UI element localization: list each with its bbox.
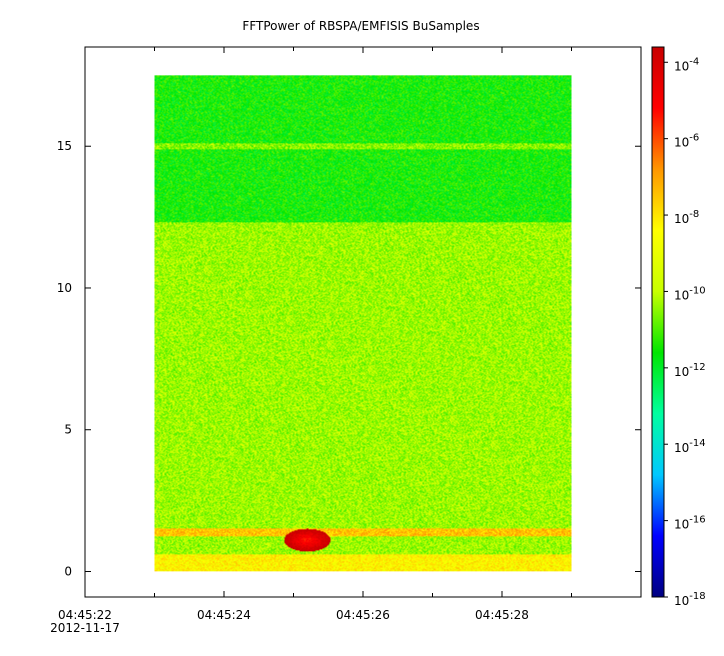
colorbar-tick-label: 10-16 (674, 515, 706, 532)
heatmap-raster (154, 75, 572, 572)
x-tick-label: 04:45:28 (475, 608, 529, 622)
colorbar-tick-label: 10-18 (674, 591, 706, 608)
x-tick-label: 04:45:26 (336, 608, 390, 622)
colorbar-tick-label: 10-14 (674, 438, 706, 455)
colorbar-tick-label: 10-6 (674, 133, 699, 150)
y-tick-label: 5 (64, 423, 72, 437)
x-tick-label: 04:45:22 (58, 608, 112, 622)
colorbar-tick-label: 10-10 (674, 285, 706, 302)
y-tick-label: 0 (64, 564, 72, 578)
chart-title: FFTPower of RBSPA/EMFISIS BuSamples (242, 19, 479, 33)
y-axis: 0 5 10 15 (57, 139, 641, 578)
colorbar-axis: 10-4 10-6 10-8 10-10 10-12 10-14 10-16 10-18 (664, 56, 706, 608)
x-tick-label: 04:45:24 (197, 608, 251, 622)
x-date-label: 2012-11-17 (50, 621, 120, 635)
colorbar (651, 46, 665, 598)
y-tick-label: 10 (57, 281, 72, 295)
colorbar-tick-label: 10-12 (674, 362, 706, 379)
y-tick-label: 15 (57, 139, 72, 153)
heatmap-image (154, 75, 572, 572)
colorbar-tick-label: 10-4 (674, 56, 699, 73)
colorbar-tick-label: 10-8 (674, 209, 699, 226)
